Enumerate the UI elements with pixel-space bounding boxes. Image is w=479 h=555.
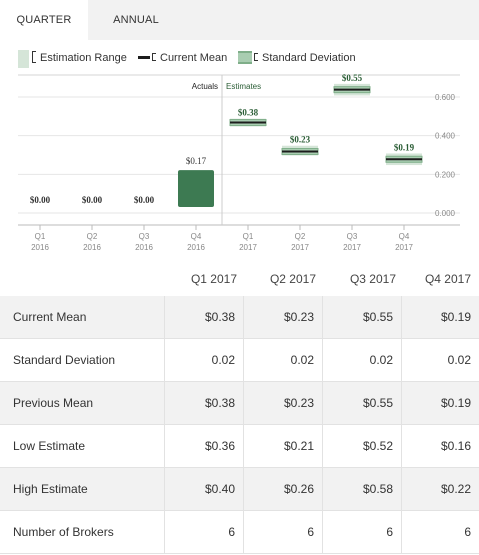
estimate-mean-label: $0.38 [238, 108, 259, 118]
x-tick-label: Q2 [87, 232, 98, 241]
y-tick-label: 0.600 [435, 93, 456, 102]
bracket-icon [254, 53, 258, 61]
x-tick-label: 2016 [187, 243, 205, 252]
x-tick-label: Q3 [347, 232, 358, 241]
x-tick-label: 2017 [395, 243, 413, 252]
tab-quarter[interactable]: QUARTER [0, 0, 88, 40]
row-label: Standard Deviation [13, 353, 116, 367]
range-swatch-icon [18, 50, 29, 68]
table-row: Current Mean $0.38 $0.23 $0.55 $0.19 [0, 296, 479, 339]
table-row: High Estimate $0.40 $0.26 $0.58 $0.22 [0, 468, 479, 511]
y-tick-label: 0.400 [435, 132, 456, 141]
column-header: Q3 2017 [349, 272, 397, 286]
x-tick-label: 2016 [83, 243, 101, 252]
table-cell: 0.02 [243, 339, 322, 382]
actual-value-label: $0.00 [30, 195, 51, 205]
std-swatch-icon [238, 51, 252, 64]
column-header: Q1 2017 [190, 272, 238, 286]
actual-value-label: $0.00 [134, 195, 155, 205]
table-cell: 0.02 [164, 339, 243, 382]
x-tick-label: Q1 [35, 232, 46, 241]
x-tick-label: 2017 [343, 243, 361, 252]
row-label: Previous Mean [13, 396, 94, 410]
row-label: Number of Brokers [13, 525, 114, 539]
tab-annual[interactable]: ANNUAL [113, 14, 159, 26]
table-cell: $0.19 [401, 382, 479, 425]
legend-range-label: Estimation Range [40, 52, 127, 64]
x-tick-label: 2016 [31, 243, 49, 252]
table-cell: $0.21 [243, 425, 322, 468]
column-header: Q2 2017 [269, 272, 317, 286]
table-cell: 0.02 [401, 339, 479, 382]
actual-value-label: $0.17 [186, 156, 207, 166]
table-cell: $0.40 [164, 468, 243, 511]
legend-mean-label: Current Mean [160, 52, 228, 64]
table-cell: $0.26 [243, 468, 322, 511]
column-header: Q4 2017 [424, 272, 472, 286]
period-tabs: QUARTER ANNUAL [0, 0, 479, 40]
y-tick-label: 0.000 [435, 209, 456, 218]
table-cell: 6 [164, 511, 243, 554]
table-cell: $0.16 [401, 425, 479, 468]
bracket-icon [32, 51, 36, 63]
actual-bar [178, 170, 214, 207]
table-cell: $0.23 [243, 296, 322, 339]
table-cell: 6 [401, 511, 479, 554]
x-tick-label: Q3 [139, 232, 150, 241]
table-cell: $0.55 [322, 382, 401, 425]
estimates-table: Current Mean $0.38 $0.23 $0.55 $0.19 Sta… [0, 296, 479, 554]
y-tick-label: 0.200 [435, 170, 456, 179]
table-cell: 6 [322, 511, 401, 554]
x-tick-label: 2017 [291, 243, 309, 252]
estimate-mean-label: $0.23 [290, 135, 311, 145]
x-tick-label: 2016 [135, 243, 153, 252]
actual-value-label: $0.00 [82, 195, 103, 205]
x-tick-label: Q1 [243, 232, 254, 241]
table-cell: $0.19 [401, 296, 479, 339]
x-tick-label: Q2 [295, 232, 306, 241]
actuals-label: Actuals [192, 82, 218, 91]
table-cell: $0.22 [401, 468, 479, 511]
x-tick-label: 2017 [239, 243, 257, 252]
x-tick-label: Q4 [191, 232, 202, 241]
mean-line-icon [138, 56, 150, 59]
estimate-mean-label: $0.55 [342, 74, 363, 83]
table-cell: $0.52 [322, 425, 401, 468]
row-label: High Estimate [13, 482, 88, 496]
table-cell: 6 [243, 511, 322, 554]
table-row: Standard Deviation 0.02 0.02 0.02 0.02 [0, 339, 479, 382]
row-label: Low Estimate [13, 439, 86, 453]
row-label: Current Mean [13, 310, 87, 324]
table-cell: $0.58 [322, 468, 401, 511]
estimate-mean-label: $0.19 [394, 142, 415, 152]
table-cell: $0.36 [164, 425, 243, 468]
table-cell: $0.38 [164, 296, 243, 339]
table-cell: $0.38 [164, 382, 243, 425]
table-cell: $0.23 [243, 382, 322, 425]
table-row: Number of Brokers 6 6 6 6 [0, 511, 479, 554]
table-row: Previous Mean $0.38 $0.23 $0.55 $0.19 [0, 382, 479, 425]
table-row: Low Estimate $0.36 $0.21 $0.52 $0.16 [0, 425, 479, 468]
estimates-label: Estimates [226, 82, 261, 91]
estimates-chart: 0.600 0.400 0.200 0.000 Actuals Estimates Q1 20… [18, 74, 460, 252]
bracket-icon [152, 53, 156, 61]
legend-std-label: Standard Deviation [262, 52, 356, 64]
x-tick-label: Q4 [399, 232, 410, 241]
table-cell: 0.02 [322, 339, 401, 382]
table-cell: $0.55 [322, 296, 401, 339]
